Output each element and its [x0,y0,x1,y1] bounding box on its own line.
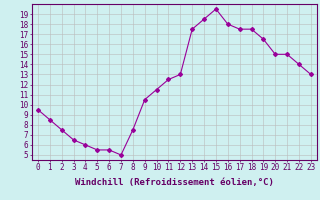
X-axis label: Windchill (Refroidissement éolien,°C): Windchill (Refroidissement éolien,°C) [75,178,274,187]
